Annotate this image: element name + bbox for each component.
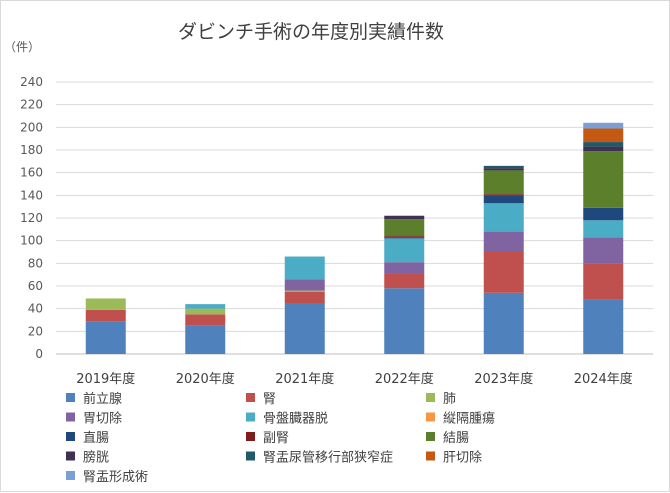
x-category-label: 2023年度 bbox=[474, 371, 533, 387]
x-category-label: 2024年度 bbox=[574, 371, 633, 387]
bar-segment bbox=[583, 207, 624, 221]
bar-segment bbox=[583, 220, 624, 238]
legend-label: 腎盂尿管移行部狭窄症 bbox=[263, 450, 393, 466]
y-tick-label: 20 bbox=[28, 324, 43, 338]
bar-segment bbox=[483, 203, 524, 232]
bar-segment bbox=[583, 122, 624, 129]
bar-segment bbox=[384, 262, 425, 274]
x-category-label: 2019年度 bbox=[76, 371, 135, 387]
bar-segment bbox=[583, 128, 624, 143]
bar-segment bbox=[483, 252, 524, 293]
legend-swatch bbox=[246, 393, 255, 402]
legend-label: 膀胱 bbox=[83, 450, 109, 466]
bar-segment bbox=[483, 165, 524, 169]
bar-segment bbox=[185, 308, 226, 315]
legend-swatch bbox=[426, 393, 435, 402]
legend-label: 縦隔腫瘍 bbox=[443, 411, 495, 427]
y-tick-label: 160 bbox=[20, 166, 43, 180]
gridlines bbox=[56, 81, 653, 355]
legend-swatch bbox=[426, 451, 435, 461]
bar-segment bbox=[483, 170, 524, 195]
x-category-label: 2022年度 bbox=[375, 371, 434, 387]
bar-segment bbox=[483, 168, 524, 171]
bar-segment bbox=[483, 231, 524, 252]
bar-segment bbox=[284, 303, 325, 354]
bar-segment bbox=[284, 290, 325, 292]
bar-segment bbox=[85, 309, 126, 322]
x-axis-categories: 2019年度 2020年度 2021年度 2022年度 2023年度 2024年度 bbox=[76, 371, 633, 387]
bar-segment bbox=[384, 219, 425, 237]
chart-title: ダビンチ手術の年度別実績件数 bbox=[178, 21, 444, 43]
bar-segment bbox=[85, 321, 126, 354]
legend-swatch bbox=[426, 412, 435, 422]
bar-segment bbox=[384, 273, 425, 289]
bar-segment bbox=[384, 215, 425, 220]
legend-label: 骨盤臓器脱 bbox=[263, 412, 328, 427]
legend-swatch bbox=[66, 412, 75, 422]
y-tick-label: 180 bbox=[20, 143, 43, 157]
y-tick-label: 200 bbox=[20, 120, 43, 134]
bar-segment bbox=[583, 142, 624, 147]
bar-segment bbox=[483, 292, 524, 354]
bar-segment bbox=[384, 236, 425, 238]
bar-segment bbox=[483, 194, 524, 196]
bars bbox=[85, 122, 624, 354]
legend-swatch bbox=[66, 471, 75, 480]
legend-label: 前立腺 bbox=[83, 391, 122, 407]
legend-label: 腎盂形成術 bbox=[83, 470, 148, 485]
bar-segment bbox=[583, 237, 624, 264]
legend-label: 直腸 bbox=[83, 431, 109, 446]
legend-label: 腎 bbox=[263, 392, 276, 407]
y-tick-label: 60 bbox=[28, 279, 43, 293]
x-category-label: 2020年度 bbox=[176, 371, 235, 387]
y-tick-label: 140 bbox=[20, 188, 43, 202]
y-tick-label: 80 bbox=[28, 256, 43, 270]
legend-label: 結腸 bbox=[443, 431, 469, 446]
bar-segment bbox=[384, 238, 425, 263]
bar-segment bbox=[185, 304, 226, 309]
y-tick-label: 40 bbox=[28, 302, 43, 316]
legend-swatch bbox=[66, 451, 75, 461]
y-tick-label: 240 bbox=[20, 75, 43, 89]
bar-segment bbox=[583, 146, 624, 152]
y-tick-label: 220 bbox=[20, 98, 43, 112]
bar-segment bbox=[185, 314, 226, 326]
legend-label: 胃切除 bbox=[83, 412, 122, 427]
legend-swatch bbox=[66, 432, 75, 441]
legend-swatch bbox=[246, 451, 255, 461]
legend-label: 副腎 bbox=[263, 431, 289, 446]
y-tick-label: 0 bbox=[35, 347, 43, 361]
bar-segment bbox=[583, 151, 624, 208]
bar-segment bbox=[583, 299, 624, 354]
legend-swatch bbox=[246, 412, 255, 422]
bar-segment bbox=[85, 298, 126, 310]
bar-segment bbox=[384, 288, 425, 354]
x-category-label: 2021年度 bbox=[275, 371, 334, 387]
bar-segment bbox=[284, 291, 325, 303]
legend-swatch bbox=[246, 432, 255, 441]
y-axis-unit: （件） bbox=[4, 40, 40, 54]
bar-segment bbox=[583, 263, 624, 300]
bar-segment bbox=[185, 325, 226, 354]
bar-segment bbox=[384, 237, 425, 239]
y-tick-label: 120 bbox=[20, 211, 43, 225]
bar-segment bbox=[284, 256, 325, 280]
legend-label: 肝切除 bbox=[443, 451, 482, 466]
legend-swatch bbox=[66, 393, 75, 402]
bar-segment bbox=[483, 195, 524, 204]
y-tick-label: 100 bbox=[20, 234, 43, 248]
y-axis-ticks: 0 20 40 60 80 100 120 140 160 180 200 220 240 bbox=[20, 75, 43, 361]
legend-label: 肺 bbox=[443, 392, 456, 407]
legend-swatch bbox=[426, 432, 435, 441]
bar-segment bbox=[284, 279, 325, 291]
